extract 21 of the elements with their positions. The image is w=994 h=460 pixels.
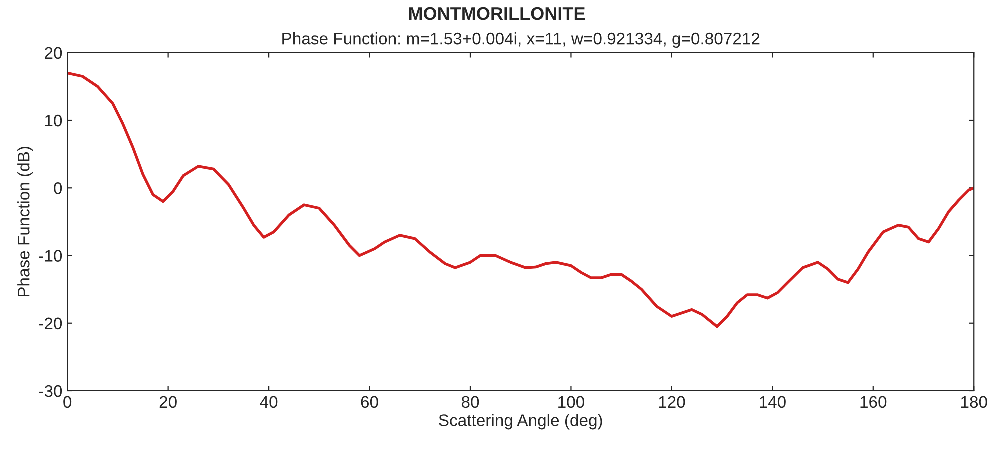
x-tick-label: 0	[64, 396, 72, 408]
x-tick-label: 180	[961, 396, 988, 408]
line-series	[68, 72, 974, 328]
y-tick-label: 20	[45, 47, 62, 60]
x-tick-label: 160	[860, 396, 887, 408]
chart-subtitle: Phase Function: m=1.53+0.004i, x=11, w=0.921334, g=0.807212	[282, 32, 760, 48]
y-tick-label: 10	[45, 114, 62, 127]
y-tick-label: -30	[39, 385, 62, 398]
x-tick-label: 60	[361, 396, 378, 408]
y-axis-title: Phase Function (dB)	[18, 147, 34, 297]
x-axis-title: Scattering Angle (deg)	[439, 414, 602, 430]
chart-title: MONTMORILLONITE	[409, 7, 586, 20]
y-tick-label: -10	[39, 250, 62, 262]
x-tick-label: 120	[659, 396, 686, 408]
y-tick-label: 0	[54, 182, 62, 194]
x-tick-label: 40	[260, 396, 278, 408]
x-tick-label: 80	[462, 396, 480, 408]
x-tick-label: 20	[160, 396, 177, 408]
x-tick-label: 100	[558, 396, 584, 408]
x-tick-label: 140	[760, 396, 786, 408]
y-tick-label: -20	[39, 318, 62, 330]
